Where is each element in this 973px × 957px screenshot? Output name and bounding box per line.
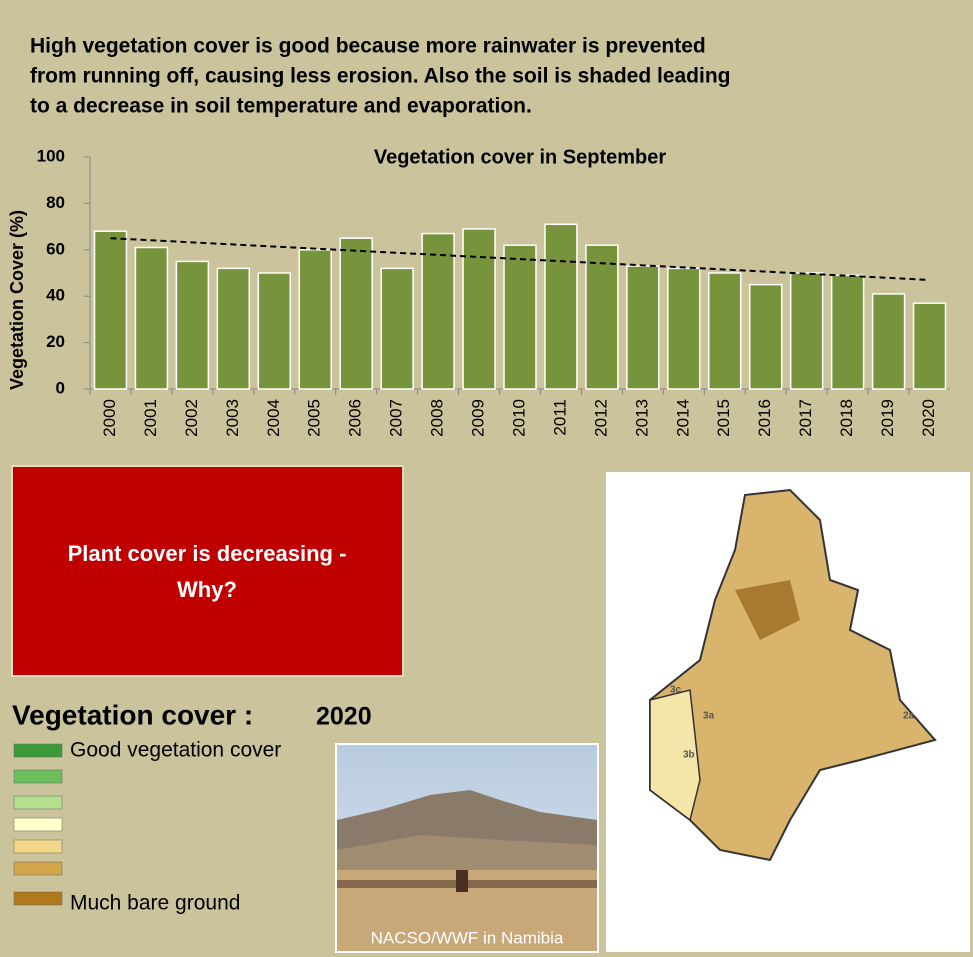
x-tick-label: 2019 [878, 399, 897, 437]
legend-year: 2020 [316, 703, 372, 731]
bar [873, 294, 905, 389]
legend-swatch [14, 840, 62, 853]
map-label: 3c [670, 685, 682, 696]
x-tick-label: 2012 [591, 399, 610, 437]
intro-line: to a decrease in soil temperature and ev… [30, 95, 532, 118]
x-tick-label: 2010 [509, 399, 528, 437]
x-tick-label: 2015 [714, 399, 733, 437]
intro-line: High vegetation cover is good because mo… [30, 35, 706, 58]
bar [586, 245, 618, 389]
x-tick-label: 2000 [100, 399, 119, 437]
x-tick-label: 2003 [223, 399, 242, 437]
bar [627, 266, 659, 389]
callout-text: Why? [177, 577, 237, 602]
photo [336, 744, 598, 952]
x-tick-label: 2008 [428, 399, 447, 437]
map-label: 2a [903, 711, 915, 722]
bar [95, 231, 127, 389]
x-tick-label: 2017 [796, 399, 815, 437]
x-tick-label: 2016 [755, 399, 774, 437]
map [606, 472, 970, 952]
bar [381, 268, 413, 389]
bar [463, 229, 495, 389]
bar [176, 261, 208, 389]
x-tick-label: 2009 [469, 399, 488, 437]
callout-text: Plant cover is decreasing - [68, 541, 347, 566]
intro-line: from running off, causing less erosion. … [30, 65, 731, 88]
bar [545, 224, 577, 389]
x-tick-label: 2020 [919, 399, 938, 437]
y-tick-label: 40 [46, 286, 65, 305]
y-tick-label: 0 [56, 378, 65, 397]
legend-swatch [14, 818, 62, 831]
photo-credit: NACSO/WWF in Namibia [371, 928, 564, 947]
x-tick-label: 2018 [837, 399, 856, 437]
legend-label: Good vegetation cover [70, 739, 281, 762]
y-axis-title: Vegetation Cover (%) [7, 210, 27, 390]
bar [832, 275, 864, 389]
legend-swatch [14, 770, 62, 783]
x-tick-label: 2004 [264, 399, 283, 437]
x-tick-label: 2002 [182, 399, 201, 437]
y-tick-label: 80 [46, 193, 65, 212]
callout-box [12, 466, 403, 676]
bar [135, 247, 167, 389]
map-label: 3b [683, 750, 695, 761]
x-tick-label: 2005 [305, 399, 324, 437]
bar [340, 238, 372, 389]
x-tick-label: 2001 [141, 399, 160, 437]
legend-swatch [14, 892, 62, 905]
x-tick-label: 2006 [346, 399, 365, 437]
bar [217, 268, 249, 389]
bar [504, 245, 536, 389]
map-label: 3a [703, 711, 715, 722]
y-tick-label: 60 [46, 239, 65, 258]
bar [299, 250, 331, 389]
legend-swatch [14, 796, 62, 809]
chart-title: Vegetation cover in September [374, 146, 667, 168]
bar [791, 273, 823, 389]
legend-label: Much bare ground [70, 892, 240, 915]
y-tick-label: 100 [37, 146, 65, 165]
bar [422, 234, 454, 389]
bar [750, 285, 782, 389]
x-tick-label: 2011 [550, 399, 569, 436]
bar [914, 303, 946, 389]
legend-swatch [14, 744, 62, 757]
bar [258, 273, 290, 389]
legend-swatch [14, 862, 62, 875]
y-tick-label: 20 [46, 332, 65, 351]
x-tick-label: 2013 [632, 399, 651, 437]
x-tick-label: 2014 [673, 399, 692, 437]
bar [668, 268, 700, 389]
legend-title: Vegetation cover : [12, 699, 253, 730]
page: High vegetation cover is good because mo… [0, 0, 973, 957]
bar [709, 273, 741, 389]
x-tick-label: 2007 [387, 399, 406, 437]
